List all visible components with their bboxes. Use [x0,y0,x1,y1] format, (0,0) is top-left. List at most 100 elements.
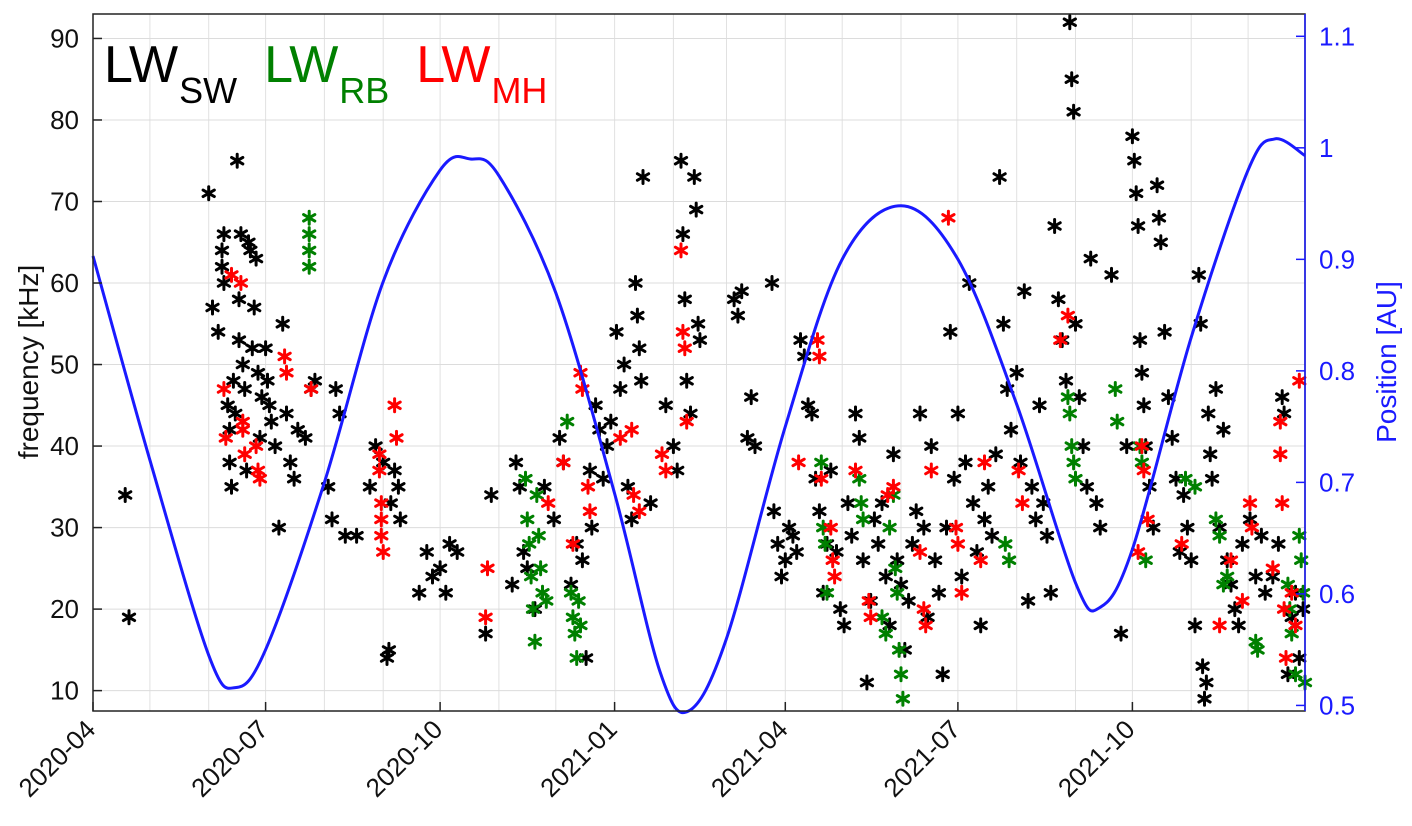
marker-SW [1201,405,1216,422]
marker-SW [584,519,599,536]
y-tick-label: 90 [50,23,79,53]
marker-RB [520,511,535,528]
y-tick-label: 60 [50,268,79,298]
y-tick-label: 50 [50,350,79,380]
marker-MH [918,617,933,634]
marker-SW [909,503,924,520]
y2-tick-label: 0.8 [1319,356,1355,386]
marker-MH [1278,650,1294,666]
marker-SW [679,372,694,389]
marker-SW [324,511,340,528]
marker-MH [1011,462,1026,479]
marker-SW [1130,218,1146,234]
marker-MH [613,429,628,446]
marker-SW [1157,323,1172,340]
marker-MH [1174,535,1189,552]
marker-SW [901,592,916,609]
marker-MH [1060,307,1076,324]
marker-MH [912,544,928,560]
marker-RB [531,527,546,544]
marker-RB [1001,552,1017,569]
marker-SW [484,487,499,503]
marker-SW [1028,511,1043,528]
marker-SW [764,275,780,291]
marker-MH [673,242,689,259]
marker-SW [726,291,742,308]
x-tick-label: 2021-01 [534,714,623,803]
marker-SW [1119,438,1134,455]
marker-SW [687,169,702,185]
marker-SW [624,511,639,528]
marker-RB [565,609,581,626]
marker-MH [372,446,387,463]
marker-SW [1216,421,1231,438]
marker-RB [302,258,317,275]
marker-MH [1134,438,1150,455]
marker-SW [1134,364,1150,381]
marker-MH [1288,617,1303,634]
marker-MH [541,495,556,512]
marker-SW [1161,389,1176,406]
marker-SW [692,332,708,349]
marker-MH [478,609,493,626]
marker-SW [988,446,1003,463]
marker-RB [523,568,539,585]
marker-RB [533,560,548,577]
marker-SW [267,438,283,455]
marker-SW [381,641,397,658]
marker-MH [556,454,571,471]
marker-SW [552,429,567,446]
marker-MH [791,454,806,471]
marker-SW [1176,487,1191,503]
marker-SW [262,397,277,414]
marker-SW [1184,552,1199,569]
marker-SW [1039,527,1055,544]
marker-SW [264,413,279,430]
marker-RB [855,511,871,528]
marker-SW [924,438,939,455]
marker-RB [817,535,833,552]
marker-SW [804,405,820,422]
marker-RB [1110,413,1125,430]
marker-SW [419,544,434,560]
marker-SW [658,397,673,414]
marker-SW [1242,511,1258,528]
marker-SW [981,478,996,495]
marker-SW [1248,568,1263,585]
marker-SW [214,258,230,275]
marker-MH [376,544,391,560]
marker-MH [374,511,389,528]
marker-SW [425,568,440,585]
marker-RB [1064,438,1079,455]
marker-SW [1292,650,1307,666]
marker-SW [935,666,950,683]
grid [92,14,1305,711]
marker-RB [893,666,909,683]
marker-SW [789,544,804,560]
marker-RB [888,560,903,577]
marker-SW [211,323,226,340]
marker-MH [248,438,264,455]
marker-SW [977,511,992,528]
marker-SW [1066,103,1081,120]
marker-RB [302,242,317,259]
marker-SW [1191,266,1206,283]
marker-SW [1047,218,1062,234]
marker-MH [1136,462,1151,479]
marker-SW [1254,527,1269,544]
marker-SW [546,511,562,528]
marker-MH [1130,544,1146,560]
marker-SW [1149,177,1165,194]
marker-SW [1204,470,1220,487]
marker-MH [216,381,232,397]
marker-SW [643,495,658,512]
marker-SW [233,226,249,243]
marker-SW [833,601,848,618]
marker-RB [1292,527,1307,544]
marker-RB [1250,641,1265,658]
marker-SW [812,503,827,520]
marker-SW [1075,438,1091,455]
legend-sub: MH [491,70,547,111]
marker-SW [954,568,969,585]
marker-MH [252,470,268,487]
